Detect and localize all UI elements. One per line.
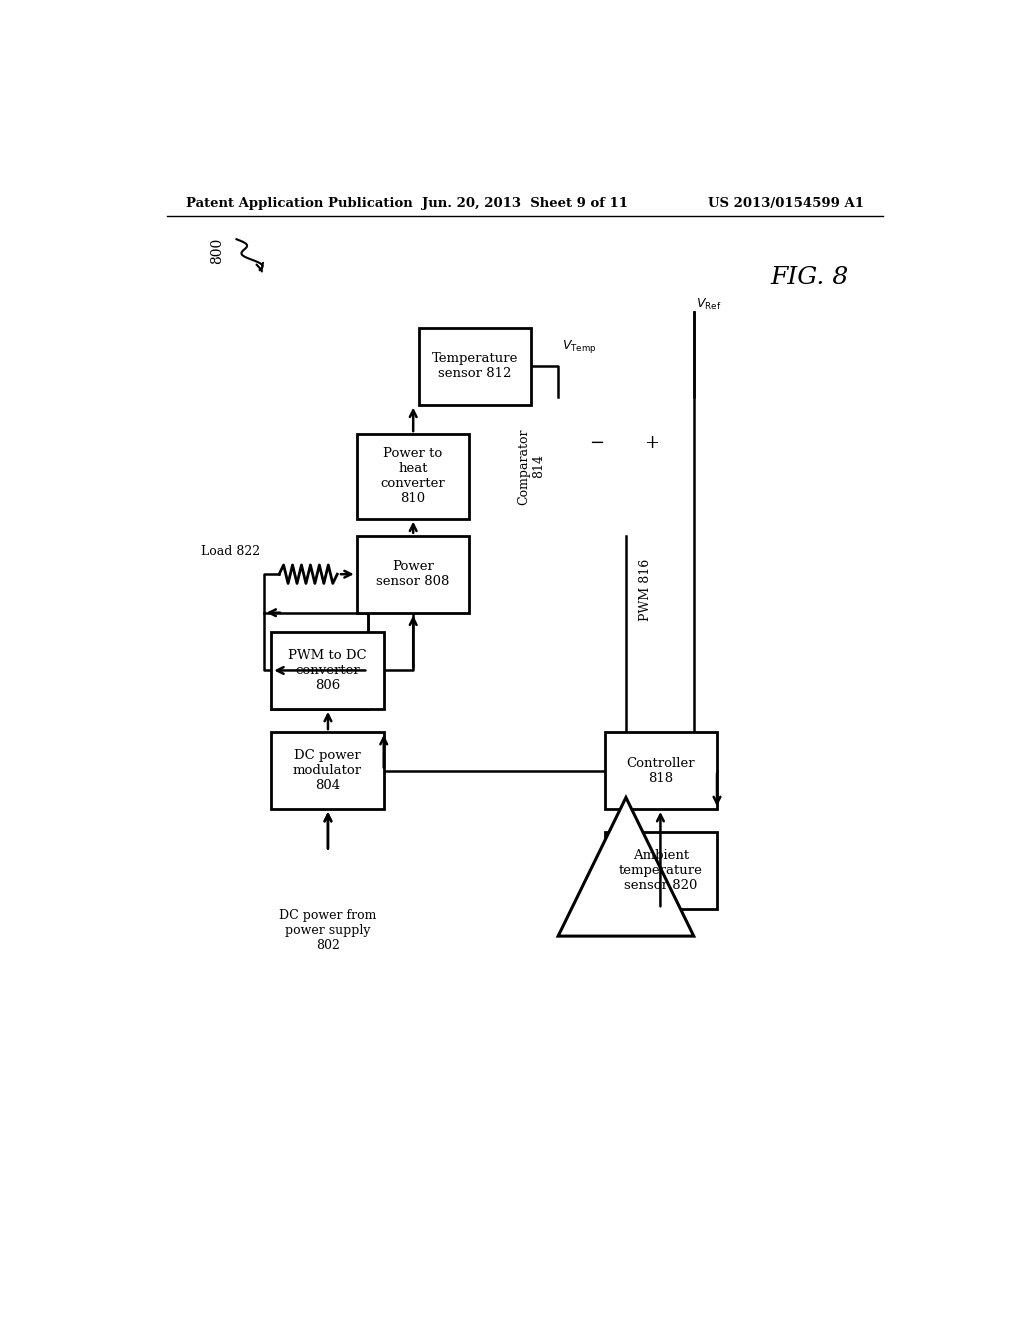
Bar <box>604 832 717 909</box>
Text: Jun. 20, 2013  Sheet 9 of 11: Jun. 20, 2013 Sheet 9 of 11 <box>422 197 628 210</box>
Bar <box>271 733 384 809</box>
Text: Temperature
sensor 812: Temperature sensor 812 <box>432 352 518 380</box>
Text: DC power
modulator
804: DC power modulator 804 <box>293 748 362 792</box>
Text: Ambient
temperature
sensor 820: Ambient temperature sensor 820 <box>618 849 702 892</box>
Bar <box>419 327 531 405</box>
Text: Comparator
814: Comparator 814 <box>517 428 545 504</box>
Text: Power to
heat
converter
810: Power to heat converter 810 <box>381 447 445 506</box>
Text: +: + <box>644 434 658 453</box>
Text: DC power from
power supply
802: DC power from power supply 802 <box>280 909 377 952</box>
Polygon shape <box>558 797 693 936</box>
Text: PWM to DC
converter
806: PWM to DC converter 806 <box>288 649 367 692</box>
Text: PWM 816: PWM 816 <box>639 558 652 620</box>
Text: Load 822: Load 822 <box>201 545 260 557</box>
Bar <box>356 536 469 612</box>
Bar <box>356 434 469 519</box>
Text: US 2013/0154599 A1: US 2013/0154599 A1 <box>709 197 864 210</box>
Text: FIG. 8: FIG. 8 <box>771 267 849 289</box>
Text: Patent Application Publication: Patent Application Publication <box>186 197 413 210</box>
Text: 800: 800 <box>210 238 224 264</box>
Text: $V_{\rm Temp}$: $V_{\rm Temp}$ <box>562 338 597 355</box>
Text: Controller
818: Controller 818 <box>627 756 695 784</box>
Text: −: − <box>590 434 604 453</box>
Bar <box>604 733 717 809</box>
Bar <box>271 632 384 709</box>
Text: $V_{\rm Ref}$: $V_{\rm Ref}$ <box>696 297 722 313</box>
Text: Power
sensor 808: Power sensor 808 <box>376 560 450 589</box>
